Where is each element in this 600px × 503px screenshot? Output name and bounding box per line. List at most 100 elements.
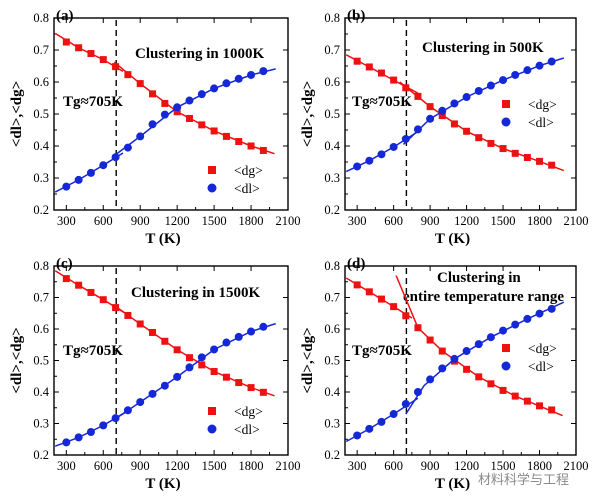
dg-point [99, 56, 107, 64]
clustering-title-line: Clustering in [437, 270, 521, 286]
dg-point [450, 120, 458, 128]
dl-point [426, 114, 435, 123]
x-tick-label: 300 [57, 459, 76, 473]
dl-point [222, 338, 231, 347]
dg-point [499, 386, 507, 394]
dg-point [136, 80, 144, 88]
legend-label-dg: <dg> [234, 163, 263, 178]
dl-point [234, 74, 243, 83]
y-tick-label: 0.2 [33, 203, 49, 217]
legend-label-dg: <dg> [528, 341, 557, 356]
y-tick-label: 0.3 [33, 417, 49, 431]
y-tick-label: 0.8 [33, 259, 49, 273]
dg-point [390, 76, 398, 84]
x-tick-label: 1200 [454, 214, 479, 228]
dl-point [377, 417, 386, 426]
x-tick-label: 600 [384, 459, 403, 473]
dl-point [365, 156, 374, 165]
dl-point [259, 67, 268, 76]
dl-point [547, 57, 556, 66]
dl-point [511, 320, 520, 329]
legend-marker-dl [207, 424, 217, 434]
dg-point [426, 103, 434, 111]
panel-a: 300 600 900 1200 1500 1800 2100 0.2 0.3 0.4 0.5 0.6… [9, 8, 301, 247]
dl-point [234, 332, 243, 341]
panel-b: 300 600 900 1200 1500 1800 2100 0.2 0.3 0.4 0.5 0.6… [300, 8, 589, 247]
dl-point [222, 79, 231, 88]
dl-point [438, 364, 447, 373]
y-tick-label: 0.2 [324, 203, 340, 217]
dg-point [198, 361, 206, 369]
dg-point [75, 281, 83, 289]
dg-point [438, 112, 446, 120]
dl-point [353, 162, 362, 171]
x-tick-label: 300 [348, 214, 367, 228]
dg-point [511, 392, 519, 400]
dl-point [148, 120, 157, 129]
dl-point [123, 406, 132, 415]
dg-point [548, 161, 556, 169]
dg-point [235, 379, 243, 387]
dl-point [389, 410, 398, 419]
dg-point [390, 303, 398, 311]
y-tick-label: 0.7 [33, 43, 49, 57]
dl-point [401, 399, 410, 408]
y-tick-label: 0.6 [33, 322, 49, 336]
dg-point [259, 146, 267, 154]
y-tick-label: 0.7 [33, 291, 49, 305]
dg-point [463, 127, 471, 135]
dl-point [547, 304, 556, 313]
y-tick-label: 0.6 [33, 75, 49, 89]
dl-point [353, 431, 362, 440]
dg-point [112, 63, 120, 71]
y-tick-label: 0.7 [324, 291, 340, 305]
dl-fit-high [402, 57, 565, 145]
legend-label-dl: <dl> [234, 181, 260, 196]
legend-label-dl: <dl> [528, 115, 554, 130]
clustering-title-line: entire temperature range [403, 289, 564, 305]
dl-fit-high [113, 68, 276, 157]
dg-point [62, 38, 70, 46]
y-tick-label: 0.4 [33, 139, 49, 153]
dg-point [99, 296, 107, 304]
dl-point [413, 125, 422, 134]
dg-point [185, 114, 193, 122]
legend-label-dl: <dl> [528, 359, 554, 374]
dg-point [438, 347, 446, 355]
dg-point [487, 380, 495, 388]
dg-point [402, 312, 410, 320]
dg-point [536, 402, 544, 410]
dg-point [463, 365, 471, 373]
dg-point [210, 127, 218, 135]
legend-marker-dl [207, 183, 217, 193]
panel-letter: (d) [347, 256, 365, 272]
x-tick-label: 1500 [491, 459, 516, 473]
dg-point [185, 354, 193, 362]
x-axis-title: T (K) [435, 476, 470, 492]
y-tick-label: 0.3 [324, 417, 340, 431]
dg-point [499, 145, 507, 153]
dg-point [235, 138, 243, 146]
dl-point [185, 96, 194, 105]
dg-point [222, 132, 230, 140]
y-tick-label: 0.6 [324, 75, 340, 89]
panels-layer: 300 600 900 1200 1500 1800 2100 0.2 0.3 0.4 0.5 0.6… [9, 8, 589, 492]
dg-point [475, 373, 483, 381]
x-tick-label: 1800 [527, 459, 552, 473]
clustering-title: Clustering in 500K [422, 40, 544, 56]
dg-point [365, 63, 373, 71]
y-axis-title: <dl>,<dg> [9, 327, 25, 393]
dl-point [111, 153, 120, 162]
dl-point [74, 433, 83, 442]
panel-letter: (a) [56, 8, 74, 24]
y-axis-title: <dl>,<dg> [300, 81, 316, 147]
dg-point [247, 142, 255, 150]
dg-point [210, 368, 218, 376]
dl-point [450, 99, 459, 108]
y-tick-label: 0.5 [324, 354, 340, 368]
legend-label-dg: <dg> [234, 404, 263, 419]
dg-point [259, 388, 267, 396]
dl-point [474, 340, 483, 349]
dg-point [377, 69, 385, 77]
dl-point [535, 309, 544, 318]
